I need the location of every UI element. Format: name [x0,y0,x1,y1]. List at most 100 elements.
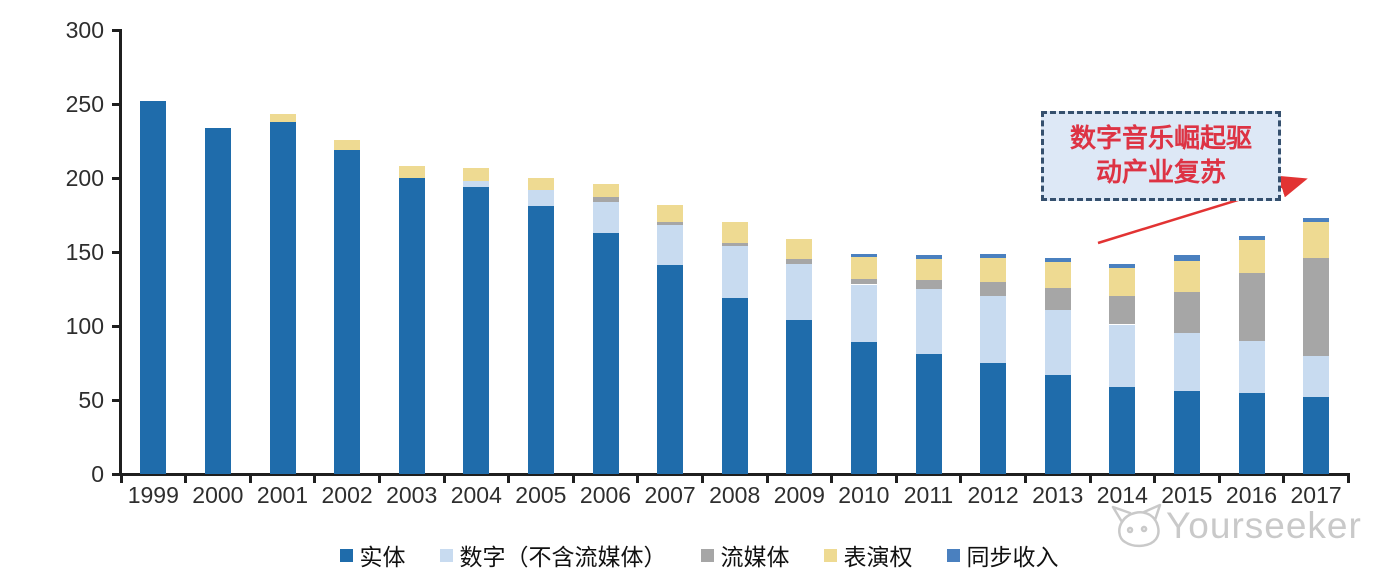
x-axis-category-label: 2006 [579,482,632,508]
legend-item-digital: 数字（不含流媒体） [439,538,667,572]
x-axis-category-label: 1999 [127,482,179,508]
y-axis-tick-label: 250 [65,91,104,117]
bar-segment-performance [980,257,1007,282]
bar-segment-streaming [1303,257,1330,356]
bar-segment-physical [1044,374,1071,474]
bar-segment-physical [1303,397,1330,474]
legend-item-physical: 实体 [339,538,406,572]
x-axis-category-label: 2005 [515,482,567,508]
y-axis-tick [112,250,121,254]
bar-segment-physical [850,342,877,474]
x-axis-tick [1282,475,1286,483]
x-axis-tick [830,475,834,483]
x-axis-tick [700,475,704,483]
watermark-text: Yourseeker [1166,505,1362,546]
legend-label-digital: 数字（不含流媒体） [459,545,667,570]
bar-segment-digital [1109,324,1136,387]
legend-swatch-streaming [700,548,714,562]
bar-segment-physical [721,297,748,474]
bar-segment-physical [980,363,1007,474]
bar-segment-sync [980,253,1007,258]
y-axis-tick [112,398,121,402]
bar-segment-physical [334,149,361,474]
bar-segment-digital [1303,355,1330,397]
bar-segment-digital [721,246,748,298]
bar-segment-performance [1173,260,1200,292]
bar-segment-digital [786,263,813,320]
x-axis-tick [184,475,188,483]
cat-logo-icon [1111,503,1162,548]
bar-segment-physical [140,101,167,474]
bar-segment-physical [1173,391,1200,474]
bar-segment-performance [269,114,296,122]
bar-segment-streaming [657,222,684,226]
bar-segment-sync [915,255,942,260]
bar-segment-digital [657,225,684,266]
bar-segment-physical [915,354,942,474]
x-axis-tick [119,475,123,483]
bar-segment-streaming [786,259,813,264]
bar-segment-digital [463,181,490,187]
x-axis-tick [894,475,898,483]
watermark: Yourseeker [1108,500,1362,552]
x-axis-category-label: 2016 [1225,482,1278,508]
bar-segment-physical [527,206,554,474]
annotation-box: 数字音乐崛起驱 动产业复苏 [1041,111,1281,201]
legend-label-sync: 同步收入 [966,545,1059,570]
x-axis-category-label: 2009 [773,482,825,508]
annotation-text-line2: 动产业复苏 [1095,158,1226,187]
bar-segment-digital [527,189,554,207]
bar-segment-digital [592,201,619,233]
bar-segment-sync [1044,257,1071,263]
bar-segment-performance [1303,222,1330,258]
bar-segment-sync [1173,255,1200,261]
x-axis-tick [442,475,446,483]
bar-segment-streaming [980,281,1007,297]
x-axis-category-label: 2014 [1096,482,1148,508]
x-axis-category-label: 2013 [1032,482,1084,508]
bar-segment-physical [398,178,425,474]
legend-label-streaming: 流媒体 [720,545,790,570]
bar-segment-digital [980,296,1007,363]
y-axis-tick-label: 200 [65,165,104,191]
bar-segment-physical [269,121,296,474]
legend-swatch-performance [823,548,837,562]
y-axis-tick-label: 100 [65,313,104,339]
x-axis-category-label: 2008 [709,482,761,508]
legend: 实体 数字（不含流媒体） 流媒体 表演权 同步收入 [0,538,1398,572]
x-axis-tick [507,475,511,483]
bar-segment-streaming [1173,292,1200,334]
x-axis-category-label: 2007 [644,482,696,508]
bar-segment-streaming [1109,296,1136,325]
bar-segment-digital [850,284,877,343]
bar-segment-streaming [850,278,877,285]
x-axis-category-label: 2017 [1290,482,1342,508]
x-axis-tick [765,475,769,483]
bar-segment-performance [398,166,425,178]
x-axis-category-label: 2002 [321,482,373,508]
bar-segment-sync [1109,263,1136,269]
x-axis-category-label: 2004 [450,482,502,508]
bar-segment-performance [786,238,813,260]
bar-segment-performance [592,183,619,198]
bar-segment-performance [334,139,361,150]
y-axis-tick [112,102,121,106]
x-axis-category-label: 2011 [903,482,954,508]
x-axis-tick [248,475,252,483]
y-axis-tick [112,324,121,328]
legend-label-physical: 实体 [359,545,406,570]
bar-segment-digital [1238,340,1265,393]
x-axis-category-label: 2010 [838,482,890,508]
x-axis-category-label: 2012 [967,482,1019,508]
y-axis-tick [112,28,121,32]
bar-segment-streaming [915,280,942,289]
bar-segment-physical [204,127,231,474]
annotation-text-line1: 数字音乐崛起驱 [1069,124,1252,153]
bar-segment-performance [915,259,942,281]
bar-segment-performance [850,256,877,279]
bar-segment-physical [1109,386,1136,474]
x-axis-tick [313,475,317,483]
x-axis-tick [1088,475,1092,483]
legend-swatch-digital [439,548,453,562]
x-axis-category-label: 2015 [1161,482,1213,508]
